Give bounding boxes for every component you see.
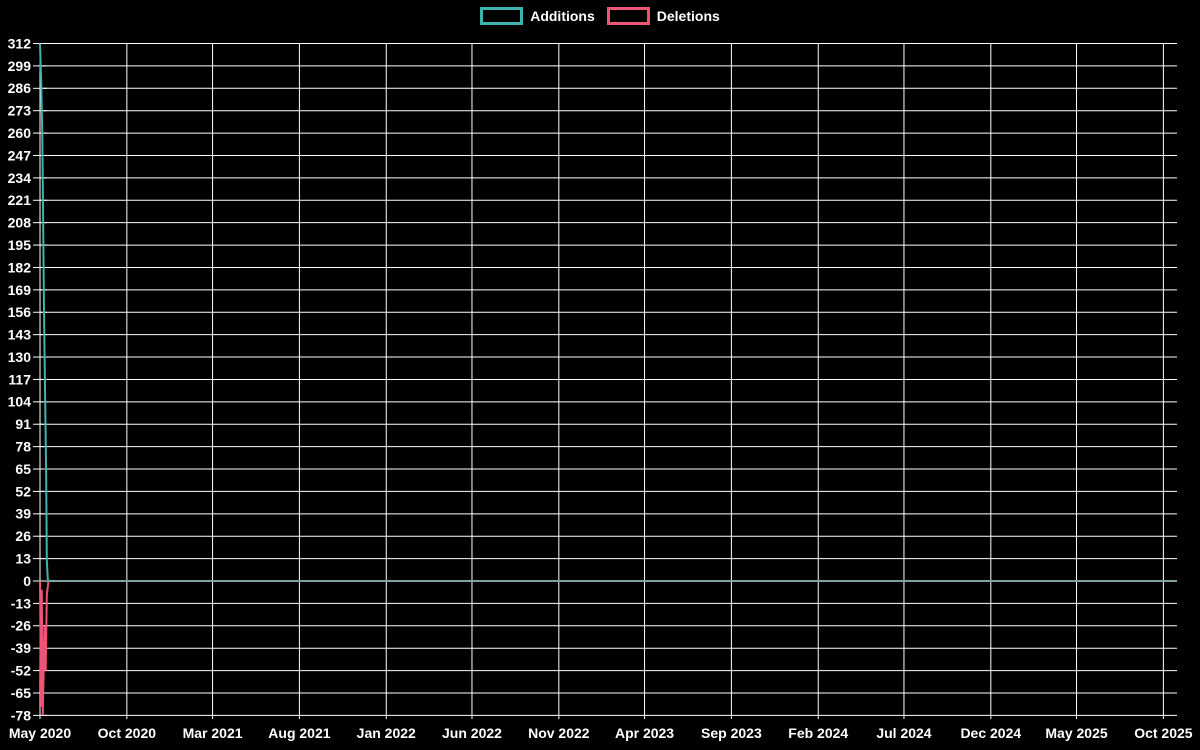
y-axis-label: 234 bbox=[8, 170, 32, 186]
y-axis-label: 13 bbox=[15, 551, 31, 567]
x-axis-label: Aug 2021 bbox=[268, 725, 330, 741]
legend-item-deletions: Deletions bbox=[606, 7, 720, 25]
x-axis-label: Apr 2023 bbox=[615, 725, 674, 741]
x-axis-label: Oct 2020 bbox=[98, 725, 157, 741]
y-axis-label: 169 bbox=[8, 282, 32, 298]
y-axis-label: 130 bbox=[8, 349, 32, 365]
y-axis-label: -26 bbox=[11, 618, 31, 634]
y-axis-label: 312 bbox=[8, 35, 32, 51]
x-axis-label: May 2025 bbox=[1045, 725, 1107, 741]
y-axis-label: 0 bbox=[23, 573, 31, 589]
y-axis-label: -39 bbox=[11, 640, 31, 656]
y-axis-label: 91 bbox=[15, 416, 31, 432]
deletions-swatch-icon bbox=[606, 7, 650, 25]
chart-legend: Additions Deletions bbox=[0, 7, 1200, 25]
y-axis-label: 221 bbox=[8, 192, 32, 208]
x-axis-label: May 2020 bbox=[9, 725, 71, 741]
x-axis-label: Jan 2022 bbox=[357, 725, 416, 741]
y-axis-label: 195 bbox=[8, 237, 32, 253]
y-axis-label: 104 bbox=[8, 394, 32, 410]
y-axis-label: -13 bbox=[11, 595, 31, 611]
x-axis-label: Nov 2022 bbox=[528, 725, 590, 741]
x-axis-label: Jul 2024 bbox=[876, 725, 931, 741]
additions-swatch-icon bbox=[480, 7, 524, 25]
y-axis-label: 39 bbox=[15, 506, 31, 522]
y-axis-label: 273 bbox=[8, 103, 32, 119]
legend-label-deletions: Deletions bbox=[656, 8, 720, 24]
y-axis-label: 117 bbox=[8, 371, 31, 387]
y-axis-label: 143 bbox=[8, 327, 32, 343]
y-axis-label: 208 bbox=[8, 215, 32, 231]
legend-label-additions: Additions bbox=[530, 8, 595, 24]
y-axis-label: 78 bbox=[15, 439, 31, 455]
legend-item-additions: Additions bbox=[480, 7, 595, 25]
y-axis-label: 182 bbox=[8, 259, 32, 275]
x-axis-label: Oct 2025 bbox=[1134, 725, 1193, 741]
deletions-line bbox=[39, 580, 1177, 716]
x-axis-label: Jun 2022 bbox=[442, 725, 502, 741]
x-axis-label: Mar 2021 bbox=[183, 725, 243, 741]
y-axis-label: -78 bbox=[11, 707, 31, 723]
y-axis-label: 299 bbox=[8, 58, 32, 74]
y-axis-label: 286 bbox=[8, 80, 32, 96]
y-axis-label: 26 bbox=[15, 528, 31, 544]
y-axis-label: 65 bbox=[15, 461, 31, 477]
y-axis-label: 247 bbox=[8, 147, 32, 163]
x-axis-label: Feb 2024 bbox=[788, 725, 848, 741]
x-axis-label: Dec 2024 bbox=[960, 725, 1021, 741]
y-axis-label: 260 bbox=[8, 125, 32, 141]
x-axis-label: Sep 2023 bbox=[701, 725, 762, 741]
y-axis-label: 156 bbox=[8, 304, 32, 320]
additions-line bbox=[39, 43, 1177, 582]
y-axis-label: 52 bbox=[15, 483, 31, 499]
y-axis-label: -52 bbox=[11, 662, 31, 678]
y-axis-label: -65 bbox=[11, 685, 31, 701]
